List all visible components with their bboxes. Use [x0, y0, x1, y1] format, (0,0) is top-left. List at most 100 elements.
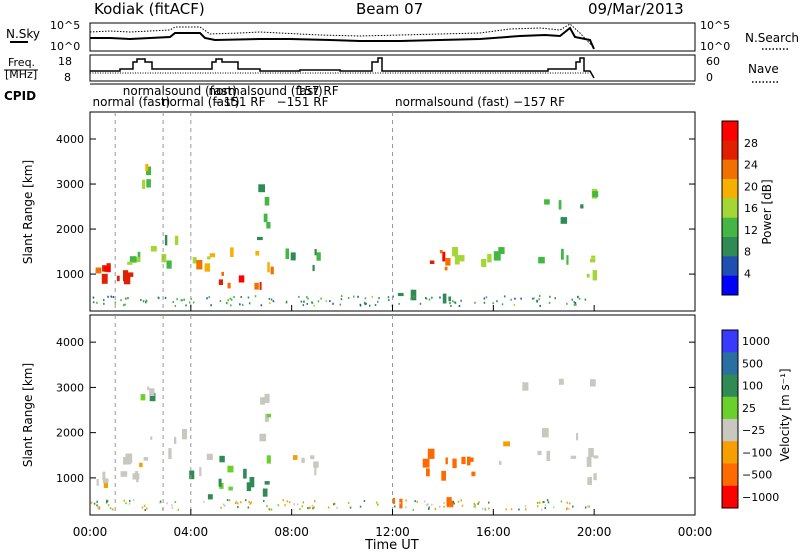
- power-speckle-137: [340, 298, 343, 301]
- velocity-cell-41: [264, 393, 270, 404]
- velocity-speckle-107: [474, 506, 477, 509]
- power-speckle-120: [107, 295, 109, 298]
- power-speckle-27: [306, 302, 308, 305]
- power-speckle-95: [577, 296, 579, 299]
- power-speckle-7: [185, 304, 187, 307]
- velocity-speckle-128: [544, 504, 547, 507]
- velocity-speckle-58: [505, 508, 507, 511]
- velocity-speckle-106: [220, 506, 222, 509]
- velocity-speckle-119: [141, 506, 144, 509]
- velocity-speckle-38: [363, 500, 366, 502]
- velocity-colorbar-label: Velocity [m s⁻¹]: [778, 368, 792, 461]
- power-ytick-label-1: 3000: [56, 178, 84, 191]
- power-cell-62: [498, 247, 505, 255]
- velocity-speckle-32: [284, 504, 286, 507]
- power-speckle-36: [92, 301, 95, 304]
- power-cell-2: [127, 272, 134, 277]
- power-speckle-74: [269, 302, 271, 305]
- velocity-speckle-29: [311, 504, 314, 507]
- velocity-speckle-0: [434, 507, 437, 510]
- power-cell-38: [257, 236, 263, 241]
- velocity-speckle-111: [146, 507, 148, 510]
- power-speckle-86: [311, 301, 313, 304]
- velocity-speckle-67: [537, 501, 539, 504]
- power-cell-14: [146, 166, 152, 176]
- power-speckle-81: [339, 303, 342, 306]
- power-cell-51: [442, 251, 446, 262]
- power-cell-44: [285, 248, 289, 260]
- power-speckle-9: [574, 302, 577, 304]
- freq-panel: Freq. [MHz] 18 8 60 0 Nave: [4, 54, 780, 84]
- velocity-speckle-16: [547, 501, 550, 504]
- velocity-cell-36: [243, 468, 247, 479]
- velocity-speckle-76: [544, 507, 546, 509]
- power-speckle-92: [513, 303, 516, 306]
- power-speckle-1: [419, 302, 422, 305]
- power-cell-47: [397, 292, 404, 297]
- velocity-cell-52: [441, 470, 446, 481]
- velocity-cell-21: [174, 436, 177, 444]
- power-speckle-136: [307, 297, 309, 300]
- velocity-speckle-85: [481, 507, 484, 510]
- power-cell-10: [135, 257, 141, 263]
- power-speckle-124: [176, 298, 178, 301]
- noise-search-line: [89, 23, 595, 49]
- cpid-segment-1: normalsound (fast): [123, 84, 237, 98]
- power-cell-56: [481, 259, 487, 267]
- velocity-cell-50: [392, 497, 396, 504]
- velocity-speckle-96: [449, 505, 451, 508]
- velocity-cell-20: [182, 429, 187, 440]
- velocity-speckle-28: [431, 503, 433, 506]
- power-cell-66: [560, 217, 568, 224]
- velocity-cell-40: [260, 397, 265, 405]
- velocity-speckle-11: [477, 502, 479, 505]
- velocity-cell-26: [199, 467, 202, 477]
- velocity-colorbar-segment-0: [722, 330, 738, 353]
- velocity-speckle-66: [333, 503, 335, 506]
- velocity-cell-27: [264, 481, 270, 485]
- velocity-colorbar-tick-3: 25: [742, 402, 756, 415]
- velocity-speckle-5: [93, 502, 96, 505]
- power-colorbar-label: Power [dB]: [760, 179, 774, 244]
- velocity-speckle-123: [428, 507, 430, 510]
- x-tick-label-6: 00:00: [678, 525, 713, 539]
- power-speckle-46: [548, 301, 551, 304]
- power-cell-6: [116, 275, 120, 282]
- power-speckle-53: [425, 297, 427, 300]
- velocity-cell-43: [293, 455, 298, 460]
- power-cell-33: [255, 250, 260, 256]
- power-speckle-114: [364, 303, 366, 306]
- velocity-speckle-34: [518, 508, 520, 511]
- velocity-speckle-126: [540, 508, 543, 511]
- velocity-speckle-54: [588, 505, 591, 508]
- velocity-speckle-72: [263, 499, 265, 502]
- power-speckle-21: [449, 302, 451, 305]
- velocity-speckle-55: [510, 508, 513, 511]
- velocity-speckle-48: [439, 505, 441, 508]
- velocity-cell-66: [503, 441, 510, 447]
- velocity-speckle-130: [566, 508, 568, 511]
- velocity-cell-73: [588, 448, 594, 457]
- power-speckle-26: [573, 301, 575, 304]
- velocity-speckle-15: [171, 507, 174, 510]
- velocity-speckle-136: [302, 501, 305, 504]
- power-cell-59: [457, 255, 465, 262]
- x-tick-label-5: 20:00: [577, 525, 612, 539]
- power-speckle-82: [549, 295, 551, 298]
- power-speckle-55: [398, 302, 400, 305]
- velocity-speckle-86: [587, 505, 589, 508]
- velocity-cell-22: [207, 494, 213, 500]
- velocity-ytick-label-2: 2000: [56, 427, 84, 440]
- power-colorbar-tick-4: 12: [744, 224, 758, 237]
- velocity-speckle-50: [293, 503, 295, 506]
- power-cell-58: [452, 247, 459, 257]
- power-cell-12: [127, 261, 133, 265]
- power-cell-73: [586, 273, 590, 278]
- velocity-speckle-59: [399, 502, 401, 505]
- velocity-speckle-75: [309, 506, 311, 509]
- velocity-speckle-118: [250, 501, 252, 504]
- velocity-speckle-26: [107, 504, 110, 507]
- velocity-cell-68: [576, 433, 579, 441]
- velocity-panel: Slant Range [km] 4000 3000 2000 1000 1000 50…: [21, 314, 792, 516]
- velocity-cell-63: [537, 450, 542, 456]
